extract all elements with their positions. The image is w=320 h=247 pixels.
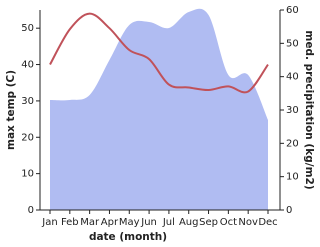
x-tick-label: Aug <box>179 217 199 228</box>
y-tick-label: 0 <box>28 205 34 216</box>
y2-tick-label: 30 <box>286 105 299 116</box>
x-tick-label: Nov <box>238 217 258 228</box>
y-tick-label: 50 <box>21 23 34 34</box>
y2-tick-label: 10 <box>286 172 299 183</box>
y2-tick-label: 40 <box>286 72 299 83</box>
y2-tick-label: 60 <box>286 5 299 16</box>
y2-tick-label: 0 <box>286 205 292 216</box>
y2-tick-label: 20 <box>286 138 299 149</box>
x-tick-label: May <box>119 217 140 228</box>
x-tick-label: Jul <box>162 217 175 228</box>
y2-tick-label: 50 <box>286 38 299 49</box>
x-axis-title: date (month) <box>89 231 167 243</box>
x-tick-label: Oct <box>220 217 237 228</box>
x-tick-label: Apr <box>101 217 119 228</box>
y-tick-label: 40 <box>21 60 34 71</box>
x-tick-label: Mar <box>80 217 100 228</box>
temperature-line <box>49 12 269 94</box>
x-tick-label: Jun <box>140 217 157 228</box>
x-tick-label: Jan <box>41 217 57 228</box>
y-tick-label: 20 <box>21 132 34 143</box>
y-tick-label: 30 <box>21 96 34 107</box>
y-axis-title: max temp (C) <box>5 70 17 150</box>
precipitation-area <box>50 8 268 210</box>
x-tick-label: Sep <box>199 217 218 228</box>
y2-axis-title: med. precipitation (kg/m2) <box>303 30 315 189</box>
x-tick-label: Dec <box>258 217 277 228</box>
x-tick-label: Feb <box>61 217 79 228</box>
y-tick-label: 10 <box>21 169 34 180</box>
